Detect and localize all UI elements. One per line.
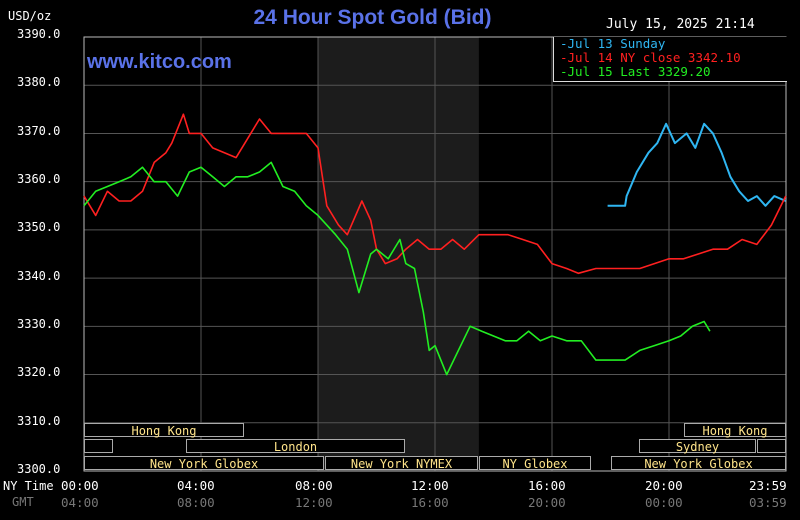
legend: -Jul 13 Sunday -Jul 14 NY close 3342.10 … (553, 37, 787, 82)
x-tick-ny: 00:00 (61, 478, 99, 493)
legend-item-last: -Jul 15 Last 3329.20 (560, 64, 711, 79)
x-tick-ny: 20:00 (645, 478, 683, 493)
session-new-york-nymex: New York NYMEX (325, 456, 478, 471)
y-tick-label: 3360.0 (17, 172, 61, 186)
session-sydney: Sydney (639, 439, 756, 454)
series-line-jul-13-sunday (607, 122, 787, 207)
y-tick-label: 3350.0 (17, 220, 61, 234)
x-tick-ny: 08:00 (295, 478, 333, 493)
session-london: London (186, 439, 405, 454)
x-tick-gmt: 12:00 (295, 495, 333, 510)
x-tick-gmt: 08:00 (177, 495, 215, 510)
x-tick-ny: 16:00 (528, 478, 566, 493)
shaded-region (318, 37, 479, 471)
y-tick-label: 3310.0 (17, 414, 61, 428)
grid-lines (83, 36, 787, 472)
ny-time-row-label: NY Time (3, 479, 54, 493)
legend-item-sunday: -Jul 13 Sunday (560, 36, 666, 51)
y-tick-label: 3370.0 (17, 124, 61, 138)
y-tick-label: 3320.0 (17, 365, 61, 379)
x-tick-gmt: 03:59 (749, 495, 787, 510)
plot-frame (83, 36, 787, 472)
series-group (83, 113, 787, 376)
session-segment (757, 439, 786, 453)
series-line-jul-14-ny-close (83, 113, 787, 275)
session-segment (84, 439, 113, 453)
legend-item-ny-close: -Jul 14 NY close 3342.10 (560, 50, 741, 65)
x-tick-ny: 12:00 (411, 478, 449, 493)
session-new-york-globex: New York Globex (611, 456, 786, 471)
x-tick-gmt: 04:00 (61, 495, 99, 510)
session-hong-kong: Hong Kong (684, 423, 786, 438)
x-tick-gmt: 16:00 (411, 495, 449, 510)
y-tick-label: 3330.0 (17, 317, 61, 331)
session-ny-globex: NY Globex (479, 456, 591, 471)
series-line-jul-15-last (83, 161, 711, 376)
x-tick-gmt: 00:00 (645, 495, 683, 510)
x-tick-ny: 23:59 (749, 478, 787, 493)
timestamp: July 15, 2025 21:14 (606, 17, 755, 32)
chart-title: 24 Hour Spot Gold (Bid) (253, 6, 492, 29)
y-tick-label: 3340.0 (17, 269, 61, 283)
x-tick-ny: 04:00 (177, 478, 215, 493)
gmt-row-label: GMT (12, 495, 34, 509)
session-hong-kong: Hong Kong (84, 423, 244, 438)
y-tick-label: 3390.0 (17, 27, 61, 41)
y-axis-units: USD/oz (8, 9, 52, 23)
y-tick-label: 3300.0 (17, 462, 61, 476)
session-new-york-globex: New York Globex (84, 456, 324, 471)
x-tick-gmt: 20:00 (528, 495, 566, 510)
watermark-url[interactable]: www.kitco.com (87, 51, 232, 73)
y-tick-label: 3380.0 (17, 75, 61, 89)
